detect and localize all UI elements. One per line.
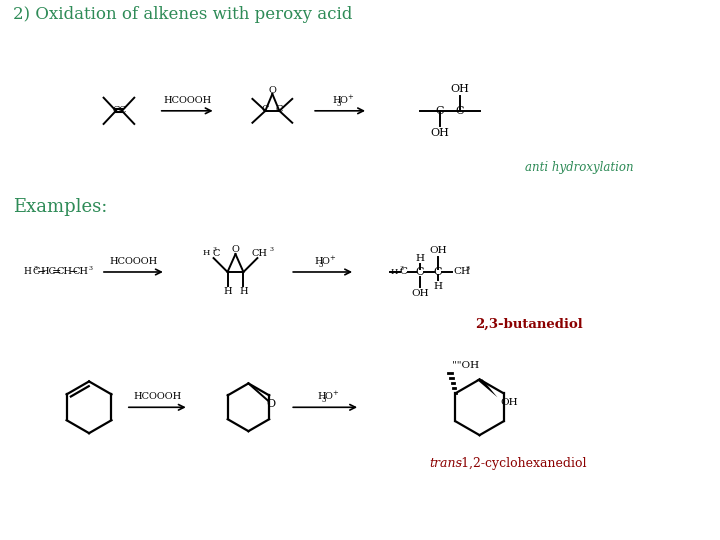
- Text: H: H: [23, 267, 31, 276]
- Text: −: −: [37, 267, 46, 277]
- Text: H: H: [223, 287, 232, 296]
- Text: O: O: [266, 399, 275, 409]
- Text: OH: OH: [429, 246, 446, 254]
- Text: HCOOOH: HCOOOH: [109, 257, 158, 266]
- Text: anti hydroxylation: anti hydroxylation: [525, 160, 634, 173]
- Text: H: H: [415, 254, 424, 262]
- Text: trans: trans: [430, 457, 463, 470]
- Text: 3: 3: [400, 266, 404, 271]
- Text: C: C: [433, 267, 442, 277]
- Text: -1,2-cyclohexanediol: -1,2-cyclohexanediol: [458, 457, 587, 470]
- Text: H: H: [433, 282, 442, 292]
- Text: O: O: [322, 257, 330, 266]
- Text: OH: OH: [450, 84, 469, 94]
- Text: O: O: [232, 245, 240, 254]
- Text: HC: HC: [40, 267, 56, 276]
- Text: C: C: [415, 267, 424, 277]
- Polygon shape: [477, 380, 498, 397]
- Text: 3: 3: [269, 247, 274, 252]
- Text: C: C: [118, 106, 125, 116]
- Text: O: O: [324, 393, 332, 401]
- Text: 3: 3: [336, 100, 341, 108]
- Text: CH: CH: [454, 267, 471, 276]
- Text: OH: OH: [500, 398, 518, 407]
- Text: C: C: [112, 106, 120, 116]
- Text: C: C: [276, 105, 283, 114]
- Text: C: C: [213, 248, 220, 258]
- Text: HCOOOH: HCOOOH: [133, 393, 181, 401]
- Text: =: =: [52, 267, 61, 277]
- Text: OH: OH: [431, 127, 449, 138]
- Text: 3: 3: [319, 261, 323, 269]
- Text: 3: 3: [212, 247, 217, 252]
- Text: OH: OH: [411, 289, 428, 299]
- Text: C: C: [32, 267, 40, 276]
- Text: 3: 3: [466, 266, 469, 271]
- Text: CH: CH: [72, 267, 88, 276]
- Text: O: O: [339, 96, 347, 105]
- Text: C: C: [436, 106, 444, 116]
- Text: +: +: [332, 389, 338, 397]
- Text: HCOOOH: HCOOOH: [163, 96, 211, 105]
- Text: O: O: [269, 86, 276, 96]
- Text: 3: 3: [321, 396, 325, 404]
- Text: 2,3-butanediol: 2,3-butanediol: [475, 318, 583, 331]
- Text: +: +: [330, 254, 336, 262]
- Text: H: H: [239, 287, 248, 296]
- Text: C: C: [455, 106, 464, 116]
- Text: CH: CH: [56, 267, 72, 276]
- Text: H: H: [318, 393, 325, 401]
- Text: CH: CH: [251, 248, 267, 258]
- Text: −: −: [68, 267, 78, 277]
- Text: +: +: [347, 93, 353, 101]
- Text: Examples:: Examples:: [14, 198, 108, 217]
- Text: 3: 3: [33, 266, 37, 271]
- Text: H: H: [202, 249, 210, 257]
- Text: H: H: [390, 268, 398, 276]
- Text: 2) Oxidation of alkenes with peroxy acid: 2) Oxidation of alkenes with peroxy acid: [14, 6, 353, 23]
- Text: C: C: [400, 267, 408, 276]
- Text: H: H: [332, 96, 341, 105]
- Text: C: C: [261, 105, 269, 114]
- Text: 3: 3: [88, 266, 92, 271]
- Text: H: H: [315, 257, 323, 266]
- Text: ""OH: ""OH: [452, 361, 480, 370]
